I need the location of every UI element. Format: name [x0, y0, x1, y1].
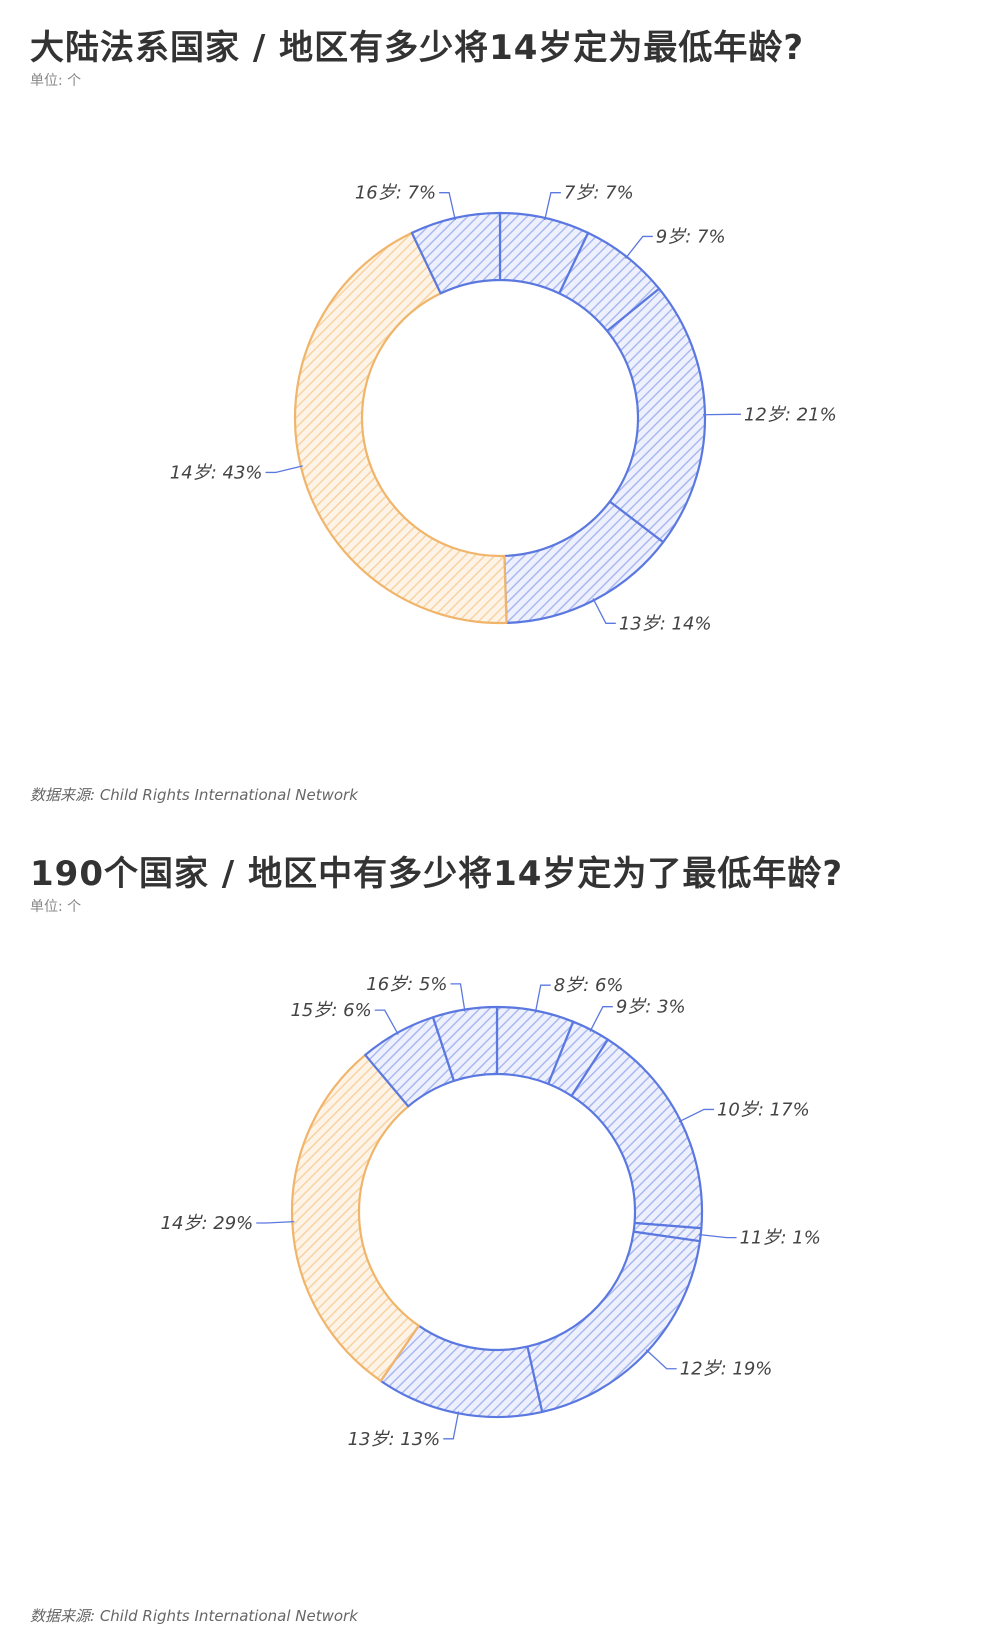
leader-line: [374, 1009, 399, 1035]
leader-line: [439, 192, 456, 221]
slice-label: 14岁: 29%: [161, 1213, 254, 1234]
leader-line: [534, 984, 551, 1013]
slice-label: 13岁: 13%: [348, 1429, 441, 1450]
chart-source: 数据来源: Child Rights International Network: [30, 1607, 358, 1625]
leader-line: [443, 1411, 460, 1440]
leader-line: [589, 1006, 613, 1032]
chart-unit: 单位: 个: [30, 899, 82, 915]
slice-label: 13岁: 14%: [619, 613, 712, 634]
chart-source: 数据来源: Child Rights International Network: [30, 786, 358, 804]
leader-line: [698, 1233, 737, 1239]
donut-slice: [293, 231, 508, 625]
donut-chart-1: 7岁: 7% 9岁: 7% 12岁: 21% 13岁: 14% 14岁: 43% 16岁:…: [170, 183, 837, 635]
donut-slice: [290, 1053, 420, 1382]
leader-line: [624, 235, 653, 259]
donut-slice: [526, 1230, 702, 1414]
chart-unit: 单位: 个: [30, 73, 82, 89]
donut-slice: [410, 211, 502, 295]
slice-label: 8岁: 6%: [554, 975, 624, 996]
slice-label: 15岁: 6%: [290, 1000, 371, 1021]
leader-line: [256, 1221, 295, 1224]
slice-label: 16岁: 5%: [366, 974, 447, 995]
leader-line: [678, 1108, 714, 1123]
leader-line: [544, 192, 561, 221]
donut-slice: [606, 287, 707, 544]
slice-label: 12岁: 19%: [680, 1359, 773, 1380]
slice-label: 9岁: 3%: [616, 997, 686, 1018]
leader-line: [265, 465, 303, 474]
donut-chart-2: 8岁: 6%9岁: 3% 10岁: 17% 11岁: 1% 12岁: 19% 13岁: …: [161, 974, 821, 1450]
chart-title: 大陆法系国家 / 地区有多少将14岁定为最低年龄?: [30, 28, 805, 68]
chart-panel-1: 大陆法系国家 / 地区有多少将14岁定为最低年龄? 单位: 个 7岁: 7% 9岁…: [30, 28, 837, 804]
slice-label: 16岁: 7%: [355, 183, 436, 204]
chart-panel-2: 190个国家 / 地区中有多少将14岁定为了最低年龄? 单位: 个 8岁: 6%…: [0, 824, 1000, 1647]
chart-title: 190个国家 / 地区中有多少将14岁定为了最低年龄?: [30, 854, 844, 894]
donut-slice: [431, 1005, 499, 1082]
donut-slice: [570, 1038, 704, 1230]
leader-line: [450, 983, 466, 1012]
leader-line: [645, 1349, 677, 1370]
slice-label: 10岁: 17%: [717, 1099, 810, 1120]
slice-label: 14岁: 43%: [170, 462, 263, 483]
slice-label: 11岁: 1%: [740, 1228, 821, 1249]
leader-line: [592, 598, 616, 624]
slice-label: 7岁: 7%: [564, 183, 634, 204]
slice-label: 9岁: 7%: [656, 226, 726, 247]
slice-label: 12岁: 21%: [744, 404, 837, 425]
